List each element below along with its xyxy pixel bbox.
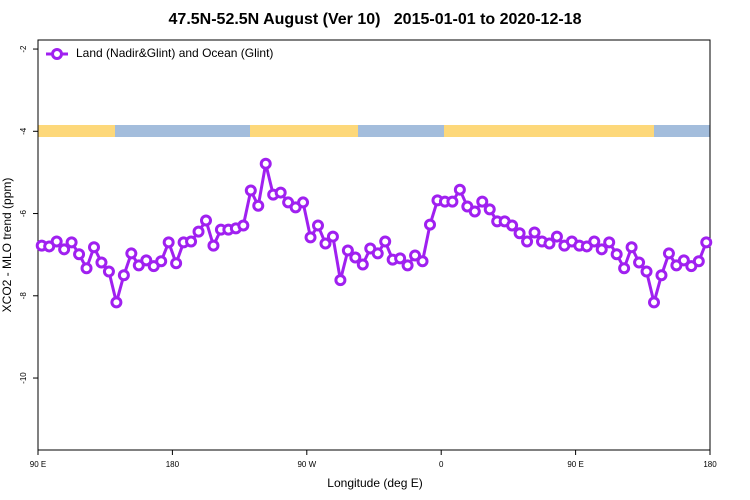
data-point xyxy=(610,248,623,261)
data-point xyxy=(140,254,153,267)
data-point xyxy=(416,255,429,268)
data-point xyxy=(513,227,526,240)
data-point xyxy=(640,265,653,278)
data-point xyxy=(155,255,168,268)
x-tick-label: 90 E xyxy=(30,460,46,469)
data-point xyxy=(185,235,198,248)
data-point xyxy=(170,257,183,270)
data-point xyxy=(319,237,332,250)
data-point xyxy=(655,269,668,282)
x-axis-label: Longitude (deg E) xyxy=(327,476,422,490)
data-point xyxy=(297,196,310,209)
data-point xyxy=(662,247,675,260)
y-tick-label: -6 xyxy=(19,209,28,217)
data-point xyxy=(274,186,287,199)
data-point xyxy=(326,230,339,243)
data-point xyxy=(648,296,660,309)
x-tick-label: 90 W xyxy=(297,460,316,469)
data-point xyxy=(483,203,496,216)
data-point xyxy=(356,258,369,271)
data-point xyxy=(677,254,690,267)
data-point xyxy=(95,256,108,269)
data-point xyxy=(550,230,563,243)
data-point xyxy=(312,219,324,232)
y-axis-label: XCO2 - MLO trend (ppm) xyxy=(0,178,14,313)
chart-title: 47.5N-52.5N August (Ver 10) 2015-01-01 t… xyxy=(169,11,582,28)
data-point xyxy=(453,183,466,196)
data-point xyxy=(50,235,63,248)
data-point xyxy=(700,236,713,249)
legend-marker xyxy=(51,48,63,60)
data-point xyxy=(244,184,257,197)
data-point xyxy=(506,219,519,232)
data-point xyxy=(125,247,138,260)
data-point xyxy=(409,249,422,262)
data-point xyxy=(252,199,265,212)
data-point xyxy=(394,252,407,265)
data-point xyxy=(334,274,347,287)
data-point xyxy=(401,259,414,272)
x-tick-label: 180 xyxy=(166,460,180,469)
y-tick-label: -4 xyxy=(19,127,28,135)
x-tick-label: 0 xyxy=(439,460,444,469)
data-point xyxy=(625,241,638,254)
data-point xyxy=(207,239,220,252)
data-point xyxy=(304,231,317,244)
data-point xyxy=(379,235,392,248)
data-point xyxy=(424,218,436,231)
data-point xyxy=(200,214,212,227)
data-point xyxy=(102,265,115,278)
legend-label: Land (Nadir&Glint) and Ocean (Glint) xyxy=(76,46,273,60)
data-point xyxy=(162,236,175,249)
data-point xyxy=(80,262,93,275)
data-point xyxy=(88,241,100,254)
data-point xyxy=(618,262,631,275)
y-tick-label: -8 xyxy=(19,292,28,300)
y-tick-label: -2 xyxy=(19,45,28,53)
data-point xyxy=(341,244,354,257)
data-point xyxy=(237,219,250,232)
data-point xyxy=(110,296,123,309)
data-point xyxy=(588,235,601,248)
data-point xyxy=(633,256,646,269)
data-point xyxy=(603,236,616,249)
land-ocean-strip xyxy=(38,125,710,137)
x-tick-label: 90 E xyxy=(567,460,583,469)
data-line xyxy=(41,163,708,309)
y-tick-label: -10 xyxy=(19,372,28,384)
data-point xyxy=(58,243,71,256)
data-point xyxy=(117,269,130,282)
data-point xyxy=(528,226,541,239)
x-tick-label: 180 xyxy=(703,460,717,469)
data-point xyxy=(468,205,481,218)
data-point xyxy=(446,195,459,208)
data-point xyxy=(521,235,534,248)
data-point xyxy=(259,157,272,170)
data-point xyxy=(192,225,205,238)
data-point xyxy=(543,237,556,250)
data-point xyxy=(595,243,608,256)
data-point xyxy=(371,247,384,260)
data-point xyxy=(65,236,78,249)
data-point xyxy=(349,251,362,264)
data-point xyxy=(73,248,86,261)
data-point xyxy=(692,255,705,268)
data-point xyxy=(476,195,489,208)
